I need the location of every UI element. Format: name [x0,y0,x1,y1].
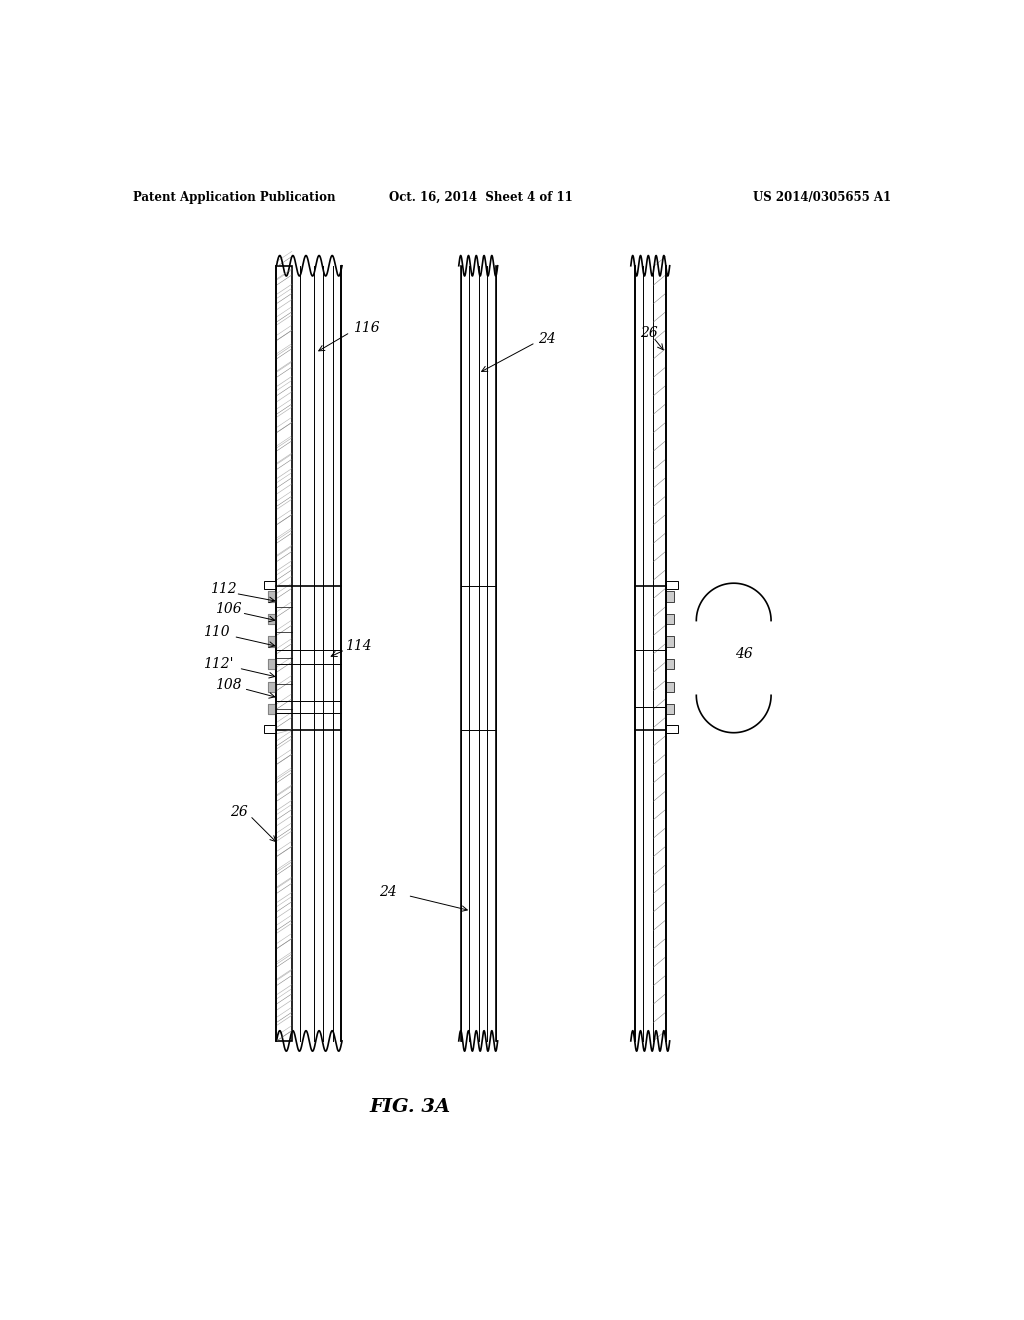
Polygon shape [268,681,276,692]
Bar [268,704,276,714]
Polygon shape [268,591,276,602]
Bar [666,591,674,602]
Bar [666,636,674,647]
Bar [276,265,292,1041]
Text: 112': 112' [203,657,233,671]
Bar [268,659,276,669]
Bar [666,704,674,714]
Bar [666,581,678,589]
Text: 114: 114 [345,639,372,653]
Bar [268,614,276,624]
Text: FIG. 3A: FIG. 3A [369,1098,451,1115]
Bar [666,681,674,692]
Text: 112: 112 [210,582,237,597]
Text: 106: 106 [215,602,242,616]
Text: 46: 46 [735,647,753,661]
Bar [264,725,276,733]
Text: 26: 26 [640,326,657,341]
Text: 24: 24 [538,331,555,346]
Text: 26: 26 [230,805,248,818]
Bar [666,614,674,624]
Polygon shape [268,636,276,647]
Bar [268,591,276,602]
Bar [264,581,276,589]
Text: Patent Application Publication: Patent Application Publication [133,191,336,205]
Text: 110: 110 [203,626,229,639]
Bar [666,725,678,733]
Polygon shape [268,659,276,669]
Text: US 2014/0305655 A1: US 2014/0305655 A1 [753,191,891,205]
Text: 116: 116 [353,321,380,335]
Bar [268,636,276,647]
Text: Oct. 16, 2014  Sheet 4 of 11: Oct. 16, 2014 Sheet 4 of 11 [389,191,573,205]
Text: 108: 108 [215,677,242,692]
Bar [666,659,674,669]
Bar [268,681,276,692]
Polygon shape [268,704,276,714]
Text: 24: 24 [379,884,396,899]
Polygon shape [268,614,276,624]
